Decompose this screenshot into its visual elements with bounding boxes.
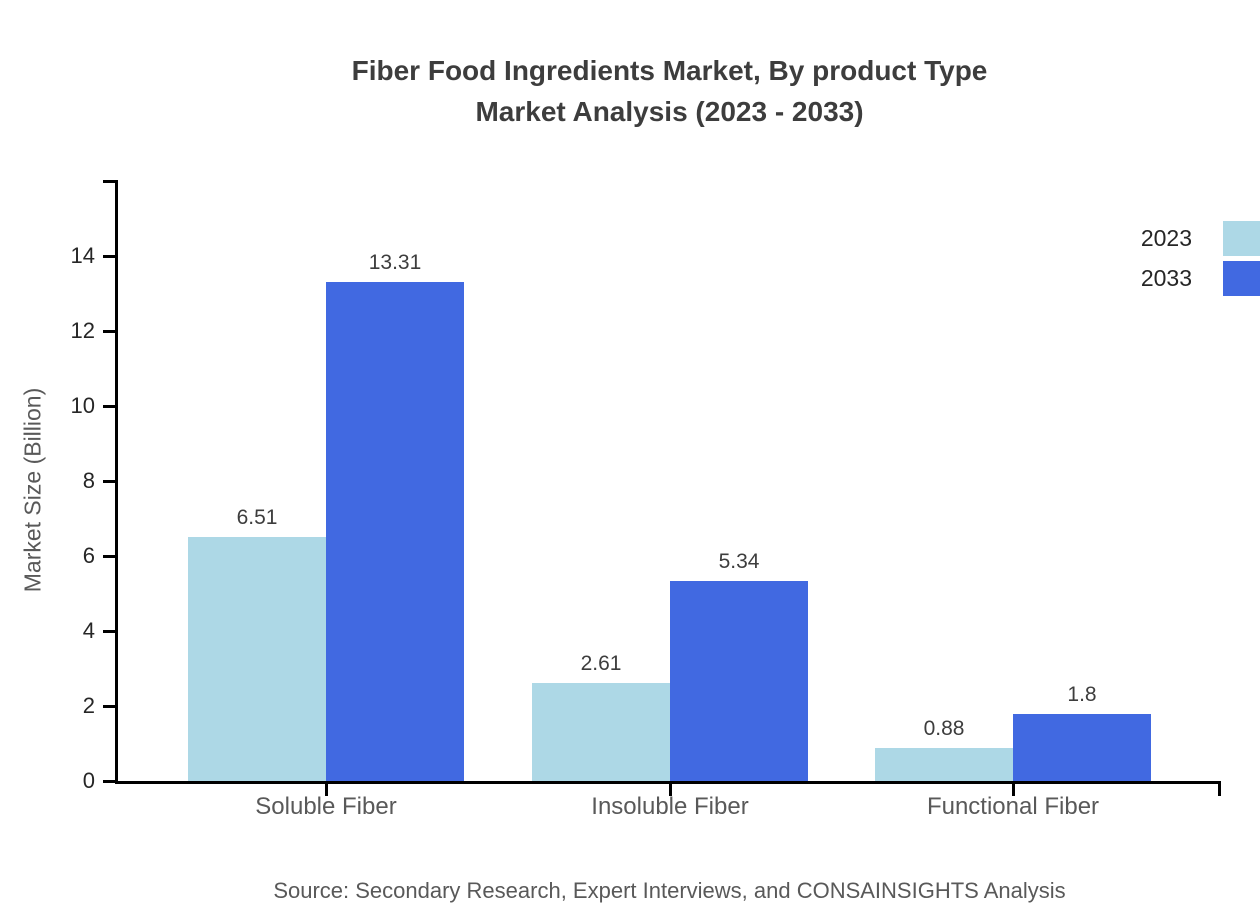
y-tick-label: 2	[82, 693, 95, 718]
y-tick-label: 6	[82, 543, 95, 568]
bar-value-label: 1.8	[1067, 682, 1097, 706]
legend: 2023 2033	[1141, 218, 1260, 298]
bar-value-label: 2.61	[580, 652, 622, 676]
bar-2023-soluble-fiber	[188, 536, 326, 781]
chart-title-line2: Market Analysis (2023 - 2033)	[475, 96, 864, 127]
bar-value-label: 5.34	[718, 549, 760, 573]
bar-2033-insoluble-fiber	[670, 580, 808, 781]
bar-value-label: 0.88	[923, 717, 965, 740]
x-tick-label-functional-fiber: Functional Fiber	[926, 793, 1100, 820]
x-tick-mark	[668, 784, 672, 796]
x-tick-mark	[324, 784, 328, 796]
y-tick-mark	[103, 479, 115, 483]
y-tick-mark	[103, 704, 115, 708]
y-axis-end-cap	[103, 180, 115, 183]
y-axis-line	[115, 180, 118, 784]
y-tick-mark	[103, 779, 115, 783]
chart-title-line1: Fiber Food Ingredients Market, By produc…	[351, 55, 988, 86]
bar-2033-soluble-fiber	[326, 281, 464, 781]
y-tick-mark	[103, 404, 115, 408]
source-note: Source: Secondary Research, Expert Inter…	[273, 878, 1066, 903]
y-tick-mark	[103, 329, 115, 333]
y-tick-mark	[103, 254, 115, 258]
legend-label-2033: 2033	[1140, 264, 1192, 291]
bar-2023-functional-fiber	[875, 748, 1013, 781]
x-tick-mark	[1011, 784, 1015, 796]
x-tick-label-soluble-fiber: Soluble Fiber	[255, 793, 397, 820]
plot-area: 0 2 4 6 8 10 12 14 6.51 13.31 Soluble Fiber 2.61 5.3…	[71, 180, 1221, 820]
y-tick-label: 8	[82, 468, 95, 493]
legend-label-2023: 2023	[1140, 224, 1192, 251]
legend-item-2023: 2023	[1141, 218, 1260, 258]
y-tick-label: 14	[70, 243, 95, 268]
bar-2033-functional-fiber	[1013, 713, 1151, 781]
legend-item-2033: 2033	[1141, 258, 1260, 298]
y-tick-mark	[103, 629, 115, 633]
y-tick-label: 4	[82, 618, 95, 643]
bar-value-label: 6.51	[236, 505, 278, 529]
x-axis-end-cap	[1218, 784, 1221, 796]
y-tick-label: 12	[70, 318, 95, 343]
bar-2023-insoluble-fiber	[532, 683, 670, 781]
bar-value-label: 13.31	[368, 250, 422, 274]
legend-swatch-2023	[1223, 220, 1260, 256]
x-tick-label-insoluble-fiber: Insoluble Fiber	[591, 793, 749, 820]
x-axis-line	[115, 781, 1221, 784]
y-tick-label: 0	[82, 768, 95, 793]
legend-swatch-2033	[1223, 260, 1260, 296]
y-tick-mark	[103, 554, 115, 558]
chart-title: Fiber Food Ingredients Market, By produc…	[118, 50, 1221, 132]
y-tick-label: 10	[70, 393, 95, 418]
